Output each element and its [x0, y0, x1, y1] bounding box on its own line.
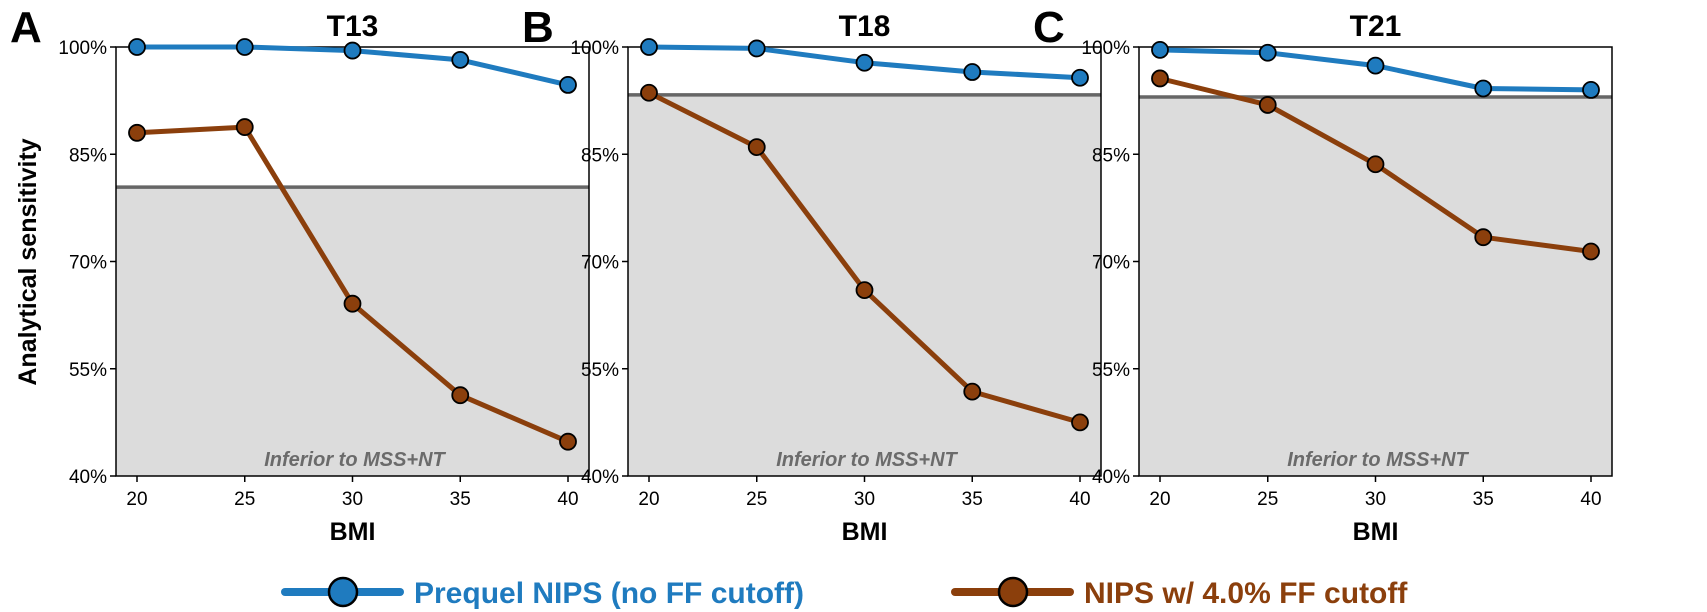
y-tick-label: 100%: [570, 38, 619, 59]
data-point-series-1: [640, 38, 658, 56]
data-point-series-1: [855, 53, 874, 72]
y-tick-label: 100%: [1081, 38, 1130, 59]
x-tick-label: 30: [342, 489, 363, 510]
panel-letter: C: [1033, 3, 1065, 52]
legend-label: Prequel NIPS (no FF cutoff): [414, 577, 804, 610]
y-tick-label: 40%: [1092, 467, 1130, 488]
x-tick-label: 30: [854, 489, 875, 510]
data-point-series-1: [559, 75, 577, 94]
data-point-series-2: [451, 386, 470, 405]
panel-title: T13: [327, 10, 379, 43]
x-tick-label: 25: [746, 489, 767, 510]
legend-item-2: NIPS w/ 4.0% FF cutoff: [951, 576, 1408, 610]
y-tick-label: 55%: [581, 360, 619, 381]
data-point-series-2: [1151, 69, 1169, 88]
x-tick-label: 25: [234, 489, 255, 510]
data-point-series-1: [1258, 43, 1277, 62]
data-point-series-2: [1582, 242, 1600, 261]
data-point-series-1: [1474, 79, 1493, 98]
y-tick-label: 85%: [69, 145, 107, 166]
data-point-series-1: [343, 41, 362, 60]
y-tick-label: 40%: [581, 467, 619, 488]
region-label: Inferior to MSS+NT: [264, 449, 446, 471]
y-tick-label: 70%: [581, 253, 619, 274]
x-tick-label: 35: [450, 489, 471, 510]
y-tick-label: 70%: [1092, 253, 1130, 274]
data-point-series-1: [1582, 81, 1600, 99]
panels: Inferior to MSS+NT 40% 55% 70% 85% 100% 20 25 30…: [10, 3, 1613, 546]
data-point-series-2: [640, 83, 658, 102]
data-point-series-2: [1366, 155, 1385, 174]
data-point-series-2: [747, 138, 766, 157]
y-tick-label: 70%: [69, 253, 107, 274]
data-point-series-1: [1366, 56, 1385, 75]
x-axis-label: BMI: [842, 518, 888, 546]
x-axis-label: BMI: [330, 518, 376, 546]
chart-panel-c: Inferior to MSS+NT 40% 55% 70% 85% 100% 20 25 30…: [1033, 3, 1613, 546]
panel-letter: B: [522, 3, 554, 52]
inferior-region: [116, 187, 589, 476]
panel-title: T18: [839, 10, 891, 43]
chart-panel-a: Inferior to MSS+NT 40% 55% 70% 85% 100% 20 25 30…: [10, 3, 590, 546]
x-tick-label: 20: [638, 489, 659, 510]
data-point-series-1: [451, 50, 470, 69]
data-point-series-2: [343, 294, 362, 313]
data-point-series-2: [1474, 228, 1493, 247]
y-axis-label: Analytical sensitivity: [14, 138, 42, 385]
data-point-series-2: [963, 382, 982, 401]
y-tick-label: 55%: [1092, 360, 1130, 381]
data-point-series-2: [128, 123, 146, 142]
panel-title: T21: [1350, 10, 1402, 43]
y-tick-label: 100%: [58, 38, 107, 59]
y-tick-label: 85%: [581, 145, 619, 166]
data-point-series-2: [855, 281, 874, 300]
data-point-series-1: [1071, 68, 1089, 87]
x-tick-label: 35: [1473, 489, 1494, 510]
legend-marker: [327, 576, 359, 608]
x-tick-label: 20: [1149, 489, 1170, 510]
x-tick-label: 20: [126, 489, 147, 510]
x-tick-label: 35: [962, 489, 983, 510]
y-tick-label: 85%: [1092, 145, 1130, 166]
legend-label: NIPS w/ 4.0% FF cutoff: [1084, 577, 1408, 610]
x-axis-label: BMI: [1353, 518, 1399, 546]
data-point-series-1: [963, 63, 982, 81]
legend-item-1: Prequel NIPS (no FF cutoff): [281, 576, 804, 610]
data-point-series-1: [747, 39, 766, 58]
data-point-series-2: [235, 118, 254, 136]
x-tick-label: 40: [1069, 489, 1090, 510]
data-point-series-1: [235, 38, 254, 56]
data-point-series-2: [559, 432, 577, 451]
y-tick-label: 55%: [69, 360, 107, 381]
region-label: Inferior to MSS+NT: [1287, 449, 1469, 471]
data-point-series-1: [128, 38, 146, 56]
y-tick-label: 40%: [69, 467, 107, 488]
x-tick-label: 40: [1580, 489, 1601, 510]
x-tick-label: 30: [1365, 489, 1386, 510]
region-label: Inferior to MSS+NT: [776, 449, 958, 471]
data-point-series-2: [1071, 413, 1089, 432]
panel-letter: A: [10, 3, 42, 52]
inferior-region: [1139, 97, 1612, 477]
data-point-series-1: [1151, 40, 1169, 59]
x-tick-label: 40: [557, 489, 578, 510]
chart-panel-b: Inferior to MSS+NT 40% 55% 70% 85% 100% 20 25 30…: [522, 3, 1102, 546]
legend-marker: [997, 576, 1029, 608]
data-point-series-2: [1258, 96, 1277, 114]
legend: Prequel NIPS (no FF cutoff) NIPS w/ 4.0% …: [281, 576, 1408, 610]
x-tick-label: 25: [1257, 489, 1278, 510]
